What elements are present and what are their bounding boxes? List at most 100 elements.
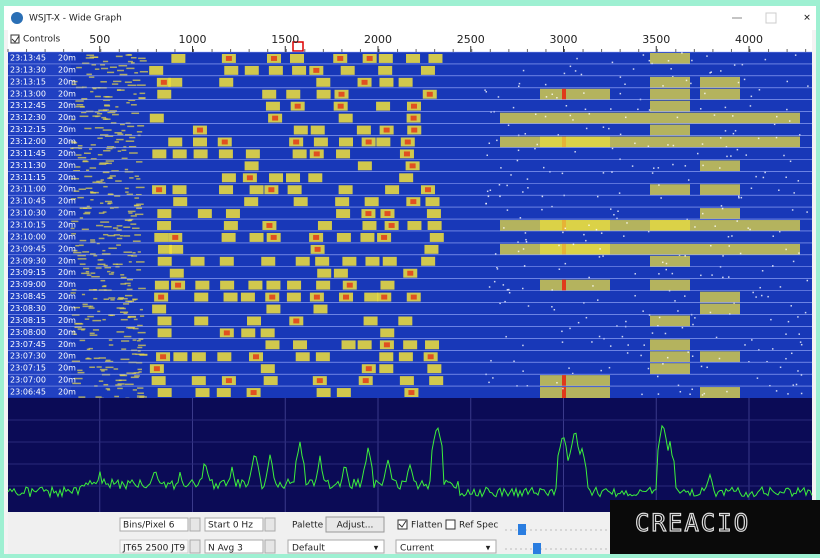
- noise: [120, 124, 125, 126]
- speckle: [600, 370, 602, 372]
- noise: [133, 93, 136, 95]
- noise: [128, 285, 131, 287]
- speckle: [620, 93, 622, 95]
- signal: [265, 340, 279, 349]
- frequency-tick-label: 3000: [550, 33, 578, 46]
- slider-handle[interactable]: [533, 543, 541, 554]
- signal: [313, 305, 327, 314]
- band-label: 20m: [58, 376, 76, 385]
- noise: [138, 251, 141, 253]
- speckle: [489, 143, 491, 145]
- speckle: [751, 339, 753, 341]
- speckle: [649, 109, 651, 111]
- noise: [132, 299, 137, 301]
- noise: [114, 368, 119, 370]
- signal: [364, 293, 378, 302]
- burst: [700, 77, 740, 88]
- noise: [103, 172, 110, 174]
- spin-arrows[interactable]: [265, 518, 275, 531]
- signal-core: [293, 140, 299, 145]
- speckle: [672, 164, 674, 166]
- slider-handle[interactable]: [518, 524, 526, 535]
- signal: [296, 257, 310, 266]
- noise: [137, 387, 143, 389]
- speckle: [728, 276, 730, 278]
- speckle: [588, 277, 590, 279]
- noise: [115, 141, 119, 143]
- speckle: [586, 317, 588, 319]
- speckle: [706, 55, 708, 57]
- speckle: [772, 265, 774, 267]
- signal: [421, 66, 435, 75]
- spin-arrows[interactable]: [190, 518, 200, 531]
- speckle: [677, 310, 679, 312]
- speckle: [726, 156, 728, 158]
- spin-arrows[interactable]: [265, 540, 275, 553]
- speckle: [755, 296, 757, 298]
- speckle: [710, 245, 712, 247]
- noise: [76, 104, 83, 106]
- burst: [500, 244, 800, 255]
- speckle: [716, 337, 718, 339]
- spin-arrows[interactable]: [190, 540, 200, 553]
- speckle: [744, 344, 746, 346]
- signal-core: [337, 56, 343, 61]
- noise: [120, 235, 123, 237]
- speckle: [700, 108, 702, 110]
- noise: [108, 248, 116, 250]
- speckle: [757, 377, 759, 379]
- controls-label[interactable]: Controls: [23, 35, 61, 45]
- speckle: [657, 376, 659, 378]
- speckle: [588, 225, 590, 227]
- speckle: [599, 248, 601, 250]
- signal: [170, 269, 184, 278]
- speckle: [668, 60, 670, 62]
- close-button[interactable]: ✕: [803, 14, 811, 24]
- speckle: [562, 173, 564, 175]
- noise: [129, 261, 132, 263]
- noise: [105, 201, 112, 203]
- signal-core: [160, 354, 166, 359]
- signal-core: [410, 199, 416, 204]
- noise: [89, 148, 92, 150]
- noise: [115, 180, 122, 182]
- signal: [292, 66, 306, 75]
- speckle: [627, 344, 629, 346]
- noise: [85, 318, 89, 320]
- signal: [317, 90, 331, 99]
- noise: [83, 268, 89, 270]
- noise: [92, 115, 100, 117]
- speckle: [523, 70, 525, 72]
- speckle: [731, 235, 733, 237]
- noise: [125, 81, 132, 83]
- signal-core: [315, 247, 321, 252]
- burst-core: [562, 375, 566, 386]
- band-label: 20m: [58, 65, 76, 74]
- speckle: [725, 130, 727, 132]
- speckle: [541, 209, 543, 211]
- noise: [118, 150, 121, 152]
- speckle: [694, 226, 696, 228]
- time-label: 23:13:00: [10, 89, 46, 98]
- speckle: [750, 105, 752, 107]
- speckle: [788, 321, 790, 323]
- speckle: [722, 277, 724, 279]
- burst: [500, 220, 800, 231]
- noise: [91, 276, 100, 278]
- signal-core: [408, 390, 414, 395]
- noise: [120, 74, 128, 76]
- palette-label: Palette: [292, 521, 324, 531]
- noise: [127, 126, 134, 128]
- signal: [337, 233, 351, 242]
- signal: [157, 221, 171, 230]
- noise: [101, 280, 106, 282]
- signal-core: [425, 187, 431, 192]
- noise: [135, 175, 139, 177]
- ref-spec-checkbox[interactable]: [446, 520, 455, 529]
- speckle: [704, 393, 706, 395]
- band-label: 20m: [58, 364, 76, 373]
- speckle: [791, 353, 793, 355]
- time-label: 23:09:30: [10, 256, 46, 265]
- speckle: [612, 148, 614, 150]
- speckle: [783, 155, 785, 157]
